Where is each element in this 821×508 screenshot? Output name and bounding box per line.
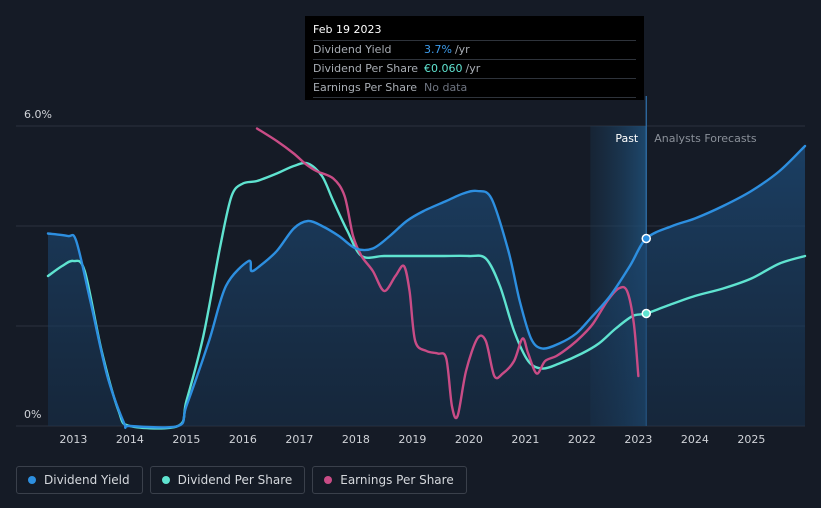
- x-tick-label: 2013: [59, 433, 87, 446]
- tooltip: Feb 19 2023 Dividend Yield 3.7% /yr Divi…: [305, 16, 644, 100]
- dividend-yield-area: [48, 146, 805, 428]
- legend-label: Dividend Yield: [44, 473, 130, 487]
- legend-item-dividend-yield[interactable]: Dividend Yield: [16, 466, 143, 494]
- legend-dot-icon: [324, 476, 333, 484]
- series-marker: [641, 233, 652, 244]
- legend-label: Dividend Per Share: [177, 473, 293, 487]
- tooltip-row-dividend-yield: Dividend Yield 3.7% /yr: [313, 40, 636, 59]
- tooltip-value: €0.060: [424, 62, 463, 75]
- legend: Dividend Yield Dividend Per Share Earnin…: [16, 466, 474, 494]
- x-tick-label: 2016: [229, 433, 257, 446]
- x-tick-label: 2019: [398, 433, 426, 446]
- tooltip-value: No data: [424, 81, 468, 94]
- x-tick-label: 2024: [681, 433, 709, 446]
- y-tick-label: 0%: [24, 408, 41, 421]
- legend-dot-icon: [28, 476, 36, 484]
- yield-area: [48, 146, 805, 428]
- series-lines: [46, 127, 807, 430]
- axes: 6.0% 0% 2013 2014 2015 2016 2017 2018 2019 2020 20…: [24, 108, 765, 446]
- tooltip-label: Earnings Per Share: [313, 81, 418, 94]
- markers: [641, 233, 652, 319]
- x-tick-label: 2018: [342, 433, 370, 446]
- x-tick-label: 2022: [568, 433, 596, 446]
- legend-item-earnings-per-share[interactable]: Earnings Per Share: [312, 466, 467, 494]
- series-marker: [641, 308, 652, 319]
- x-tick-label: 2015: [172, 433, 200, 446]
- tooltip-row-earnings-per-share: Earnings Per Share No data: [313, 78, 636, 98]
- dividend-yield-line: [46, 144, 807, 429]
- tooltip-row-dividend-per-share: Dividend Per Share €0.060 /yr: [313, 59, 636, 78]
- x-tick-label: 2017: [285, 433, 313, 446]
- y-tick-label: 6.0%: [24, 108, 52, 121]
- x-tick-label: 2014: [116, 433, 144, 446]
- x-tick-label: 2020: [455, 433, 483, 446]
- tooltip-label: Dividend Yield: [313, 43, 392, 56]
- tooltip-unit: /yr: [465, 62, 481, 75]
- tooltip-value: 3.7%: [424, 43, 452, 56]
- forecast-label: Analysts Forecasts: [654, 132, 757, 145]
- x-tick-label: 2021: [511, 433, 539, 446]
- legend-item-dividend-per-share[interactable]: Dividend Per Share: [149, 466, 306, 494]
- tooltip-label: Dividend Per Share: [313, 62, 419, 75]
- x-tick-label: 2025: [737, 433, 765, 446]
- past-label: Past: [615, 132, 639, 145]
- legend-label: Earnings Per Share: [340, 473, 454, 487]
- legend-dot-icon: [161, 476, 170, 484]
- tooltip-date: Feb 19 2023: [313, 23, 382, 36]
- tooltip-unit: /yr: [454, 43, 470, 56]
- x-tick-label: 2023: [624, 433, 652, 446]
- earnings-per-share-line: [255, 127, 640, 420]
